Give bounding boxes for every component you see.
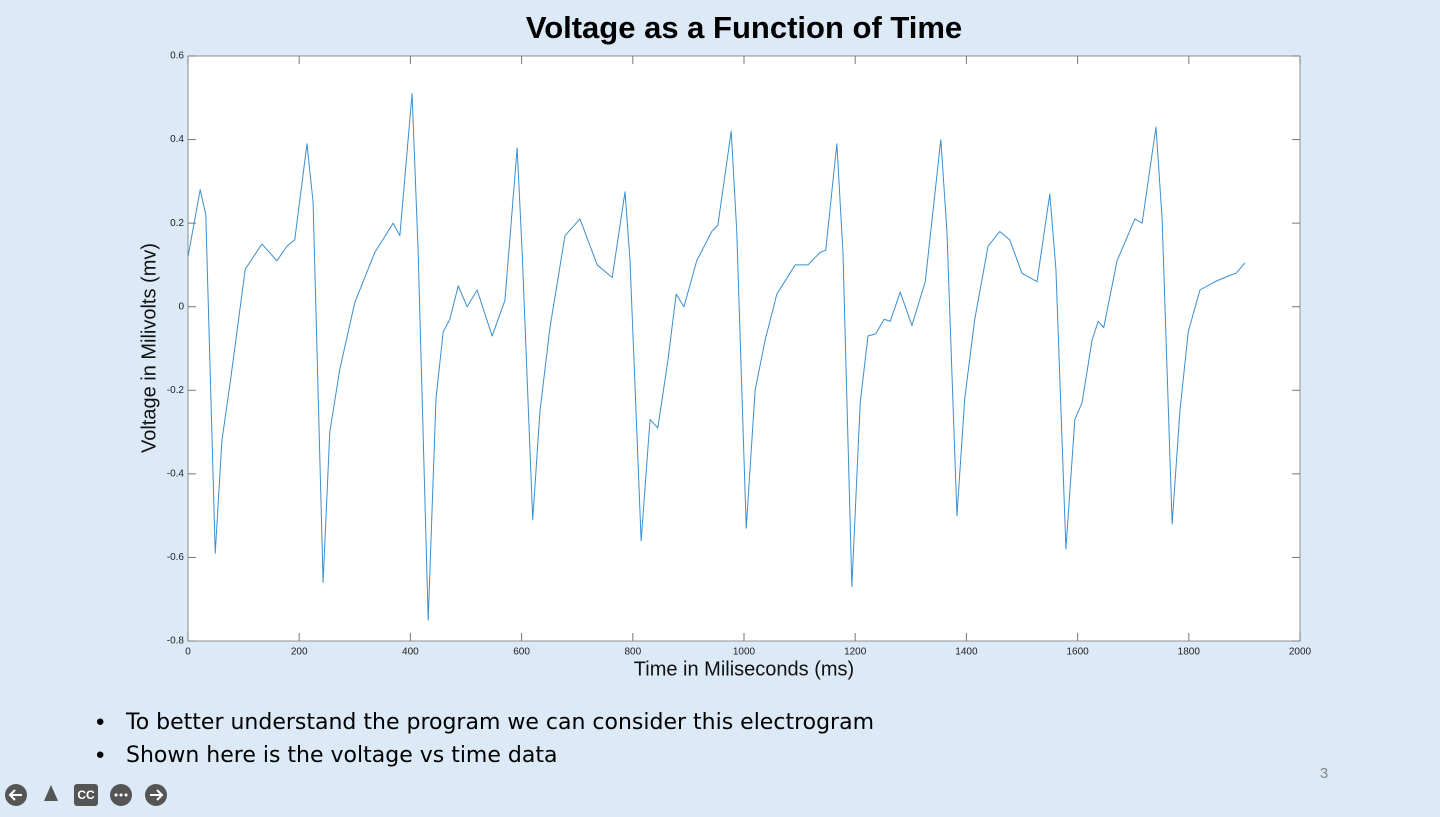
x-tick-label: 1600	[1066, 647, 1089, 658]
x-axis-label: Time in Miliseconds (ms)	[634, 658, 854, 680]
slide-number: 3	[1320, 765, 1328, 782]
plot-area	[187, 55, 1301, 642]
x-tick-label: 200	[291, 647, 308, 658]
y-tick-label: 0.6	[170, 51, 184, 62]
y-tick-label: -0.2	[167, 385, 185, 396]
presentation-controls: CC	[5, 784, 167, 806]
x-tick-label: 2000	[1289, 647, 1312, 658]
y-tick-label: -0.6	[167, 552, 185, 563]
captions-label: CC	[77, 788, 95, 802]
pointer-button[interactable]	[44, 785, 58, 801]
x-tick-label: 800	[624, 647, 641, 658]
x-tick-label: 1200	[844, 647, 867, 658]
y-tick-label: -0.4	[167, 468, 185, 479]
x-tick-label: 1000	[733, 647, 756, 658]
y-tick-label: 0.2	[170, 218, 184, 229]
voltage-line	[187, 93, 1246, 621]
bullet-text: Shown here is the voltage vs time data	[126, 743, 557, 768]
x-tick-label: 1800	[1178, 647, 1201, 658]
y-tick-label: -0.8	[167, 636, 185, 647]
bullet-dot: •	[96, 708, 104, 735]
bullet-dot: •	[96, 741, 104, 768]
y-tick-label: 0.4	[170, 134, 184, 145]
y-tick-label: 0	[178, 301, 184, 312]
x-tick-label: 1400	[955, 647, 978, 658]
x-tick-label: 600	[513, 647, 530, 658]
chart-title: Voltage as a Function of Time	[526, 10, 962, 45]
captions-button[interactable]	[74, 784, 98, 806]
bullet-text: To better understand the program we can …	[125, 710, 874, 735]
x-tick-label: 400	[402, 647, 419, 658]
y-axis-label: Voltage in Milivolts (mv)	[138, 243, 160, 453]
x-tick-label: 0	[185, 647, 191, 658]
next-icon	[150, 789, 164, 801]
prev-icon	[8, 789, 22, 801]
